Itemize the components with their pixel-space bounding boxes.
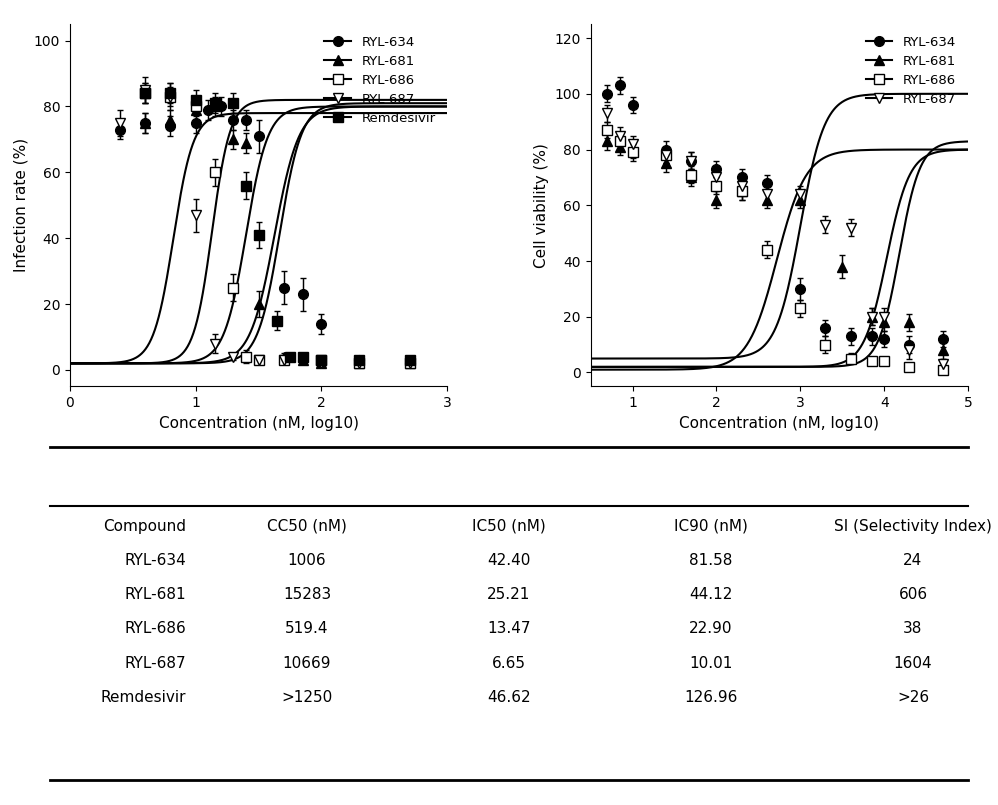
Y-axis label: Cell viability (%): Cell viability (%) [534,142,549,268]
Legend: RYL-634, RYL-681, RYL-686, RYL-687, Remdesivir: RYL-634, RYL-681, RYL-686, RYL-687, Remd… [319,31,441,130]
X-axis label: Concentration (nM, log10): Concentration (nM, log10) [680,415,879,431]
Legend: RYL-634, RYL-681, RYL-686, RYL-687: RYL-634, RYL-681, RYL-686, RYL-687 [860,31,961,111]
X-axis label: Concentration (nM, log10): Concentration (nM, log10) [159,415,358,431]
Y-axis label: Infection rate (%): Infection rate (%) [13,138,28,272]
